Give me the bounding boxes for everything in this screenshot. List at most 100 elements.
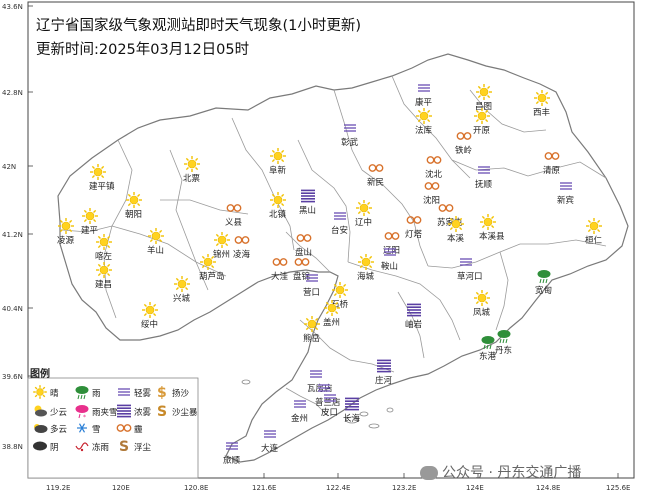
map-title: 辽宁省国家级气象观测站即时天气现象(1小时更新) xyxy=(36,18,362,34)
station-name: 本溪 xyxy=(447,233,465,244)
station-name: 清原 xyxy=(543,165,560,176)
station-haze-icon xyxy=(424,182,440,190)
lon-label: 122.4E xyxy=(326,484,350,492)
sunny-icon xyxy=(33,385,47,399)
station-haze-icon xyxy=(384,232,400,240)
dense-fog-icon xyxy=(117,404,131,418)
snow-icon xyxy=(77,423,87,433)
station-haze-icon xyxy=(544,152,560,160)
station-name: 新民 xyxy=(367,177,384,188)
watermark: 公众号 · 丹东交通广播 xyxy=(420,462,581,482)
station-name: 台安 xyxy=(331,225,348,236)
blowing-sand-icon: $ xyxy=(157,385,167,401)
station-name: 宽甸 xyxy=(535,285,552,296)
station-sunny-icon xyxy=(58,218,74,234)
legend-label: 浓雾 xyxy=(134,408,152,418)
lon-label: 124E xyxy=(466,484,484,492)
station-name: 石桥 xyxy=(331,299,349,310)
station-name: 新宾 xyxy=(557,195,574,206)
lat-label: 42.8N xyxy=(2,89,23,97)
station-mist-icon xyxy=(560,182,572,190)
station-sunny-icon xyxy=(332,282,348,298)
station-name: 喀左 xyxy=(95,251,113,262)
partly-cloudy-icon xyxy=(34,424,48,433)
legend-label: 浮尘 xyxy=(134,442,152,453)
station-haze-icon xyxy=(368,164,384,172)
station-name: 建昌 xyxy=(95,279,112,290)
station-rain-icon xyxy=(481,336,495,350)
station-haze-icon xyxy=(294,258,310,266)
legend-label: 沙尘暴 xyxy=(172,407,198,418)
station-name: 黑山 xyxy=(299,205,316,216)
station-name: 义县 xyxy=(225,218,243,228)
legend-title: 图例 xyxy=(30,369,50,380)
islands xyxy=(241,379,394,429)
legend-label: 冻雨 xyxy=(92,442,110,453)
sandstorm-icon: S xyxy=(157,404,167,420)
station-name: 锦州 xyxy=(213,249,230,260)
svg-text:S: S xyxy=(119,439,129,455)
lon-label: 119.2E xyxy=(46,484,70,492)
station-name: 昌图 xyxy=(475,102,492,112)
province-outline xyxy=(57,53,629,463)
station-dense-fog-icon xyxy=(407,303,421,317)
lon-label: 121.6E xyxy=(252,484,276,492)
station-dense-fog-icon xyxy=(301,189,315,203)
legend-label: 阴 xyxy=(50,443,59,453)
legend-label: 少云 xyxy=(50,408,68,418)
station-sunny-icon xyxy=(586,218,602,234)
station-name: 草河口 xyxy=(457,271,483,282)
lon-label: 124.8E xyxy=(536,484,560,492)
station-name: 辽中 xyxy=(355,217,372,228)
station-name: 西丰 xyxy=(533,107,551,118)
lon-label: 120.8E xyxy=(184,484,208,492)
station-name: 金州 xyxy=(291,413,308,424)
station-haze-icon xyxy=(226,204,242,212)
station-sunny-icon xyxy=(214,232,230,248)
station-name: 盘锦 xyxy=(293,271,310,282)
overcast-icon xyxy=(33,441,47,451)
lat-label: 38.8N xyxy=(2,443,23,451)
station-sunny-icon xyxy=(474,290,490,306)
station-name: 彰武 xyxy=(341,137,359,148)
station-sunny-icon xyxy=(96,262,112,278)
station-mist-icon xyxy=(460,258,472,266)
station-name: 康平 xyxy=(415,97,433,108)
station-name: 凤城 xyxy=(473,308,491,318)
station-name: 羊山 xyxy=(147,245,164,256)
station-sunny-icon xyxy=(358,254,374,270)
station-sunny-icon xyxy=(480,214,496,230)
station-name: 海城 xyxy=(357,271,375,282)
station-rain-icon xyxy=(497,330,511,344)
lat-label: 42N xyxy=(2,163,16,171)
station-name: 旅顺 xyxy=(223,455,241,466)
watermark-text: 公众号 · 丹东交通广播 xyxy=(442,465,582,481)
station-name: 大连 xyxy=(261,443,279,454)
station-name: 庄河 xyxy=(375,375,393,386)
station-mist-icon xyxy=(264,430,276,438)
station-mist-icon xyxy=(418,84,430,92)
station-name: 本溪县 xyxy=(479,231,505,242)
station-mist-icon xyxy=(306,274,318,282)
station-sunny-icon xyxy=(90,164,106,180)
station-haze-icon xyxy=(406,216,422,224)
county-boundaries xyxy=(61,75,607,417)
freezing-rain-icon xyxy=(75,442,89,452)
station-sunny-icon xyxy=(200,254,216,270)
station-haze-icon xyxy=(296,234,312,242)
sleet-icon: * xyxy=(75,405,89,421)
station-name: 桓仁 xyxy=(585,235,603,246)
station-haze-icon xyxy=(272,258,288,266)
station-name: 熊岳 xyxy=(303,333,321,344)
station-name: 丹东 xyxy=(495,345,512,356)
station-name: 长海 xyxy=(343,413,361,424)
station-name: 法库 xyxy=(415,125,433,136)
wechat-icon xyxy=(420,466,438,480)
legend-label: 晴 xyxy=(50,388,59,399)
station-name: 铁岭 xyxy=(455,145,473,156)
station-name: 绥中 xyxy=(141,319,158,330)
station-name: 沈北 xyxy=(425,169,443,180)
station-sunny-icon xyxy=(142,302,158,318)
legend-label: 雪 xyxy=(92,425,101,435)
